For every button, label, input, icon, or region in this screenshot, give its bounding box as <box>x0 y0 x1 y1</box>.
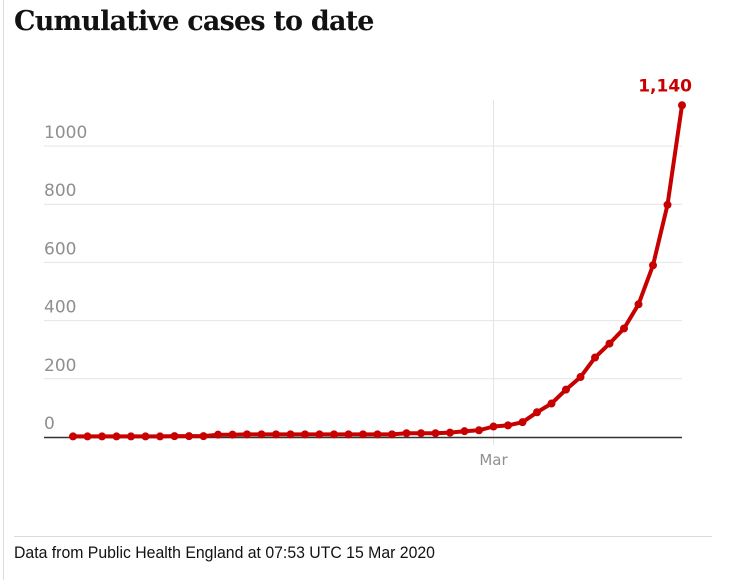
data-point <box>576 373 585 382</box>
x-axis-ticks: Mar <box>479 100 508 469</box>
data-point <box>373 430 382 439</box>
data-point <box>228 430 237 439</box>
data-point <box>344 430 353 439</box>
y-axis-ticks: 0 200 400 600 800 1000 <box>44 123 87 434</box>
series-line-cumulative-cases <box>71 103 684 439</box>
data-point <box>620 324 628 333</box>
data-point <box>475 426 483 435</box>
data-points <box>69 101 686 441</box>
y-tick-label: 1000 <box>44 123 87 143</box>
data-point <box>272 430 280 439</box>
data-point <box>69 432 77 441</box>
data-point <box>417 429 425 438</box>
x-tick-label: Mar <box>479 451 508 469</box>
data-point <box>591 353 599 362</box>
data-point <box>98 432 106 441</box>
data-point <box>547 399 556 408</box>
data-point <box>330 430 338 439</box>
chart-title: Cumulative cases to date <box>14 6 374 37</box>
data-point <box>634 300 643 309</box>
data-point <box>315 430 324 439</box>
data-point <box>112 432 121 441</box>
data-point <box>170 432 179 441</box>
last-value-label: 1,140 <box>638 76 692 96</box>
y-tick-label: 0 <box>44 414 55 434</box>
data-point <box>431 429 440 438</box>
data-point <box>489 422 498 431</box>
data-point <box>388 430 396 439</box>
y-tick-label: 400 <box>44 298 76 318</box>
gridlines <box>44 145 682 380</box>
data-point <box>649 261 657 270</box>
data-point <box>243 430 251 439</box>
data-point <box>214 430 222 439</box>
data-point <box>257 430 266 439</box>
data-point <box>678 101 686 110</box>
data-point <box>199 432 208 441</box>
data-point <box>460 427 469 436</box>
frame-border <box>3 0 4 580</box>
y-tick-label: 600 <box>44 239 76 259</box>
data-point <box>286 430 295 439</box>
source-note: Data from Public Health England at 07:53… <box>14 543 435 562</box>
y-tick-label: 800 <box>44 181 76 201</box>
data-point <box>83 432 92 441</box>
data-point <box>359 430 367 439</box>
data-point <box>156 432 164 441</box>
data-point <box>301 430 309 439</box>
y-tick-label: 200 <box>44 356 76 376</box>
data-point <box>663 200 672 209</box>
data-point <box>518 418 527 427</box>
data-point <box>533 408 541 417</box>
data-point <box>446 428 454 437</box>
data-point <box>605 339 614 348</box>
data-point <box>402 429 411 438</box>
data-point <box>141 432 150 441</box>
data-point <box>562 385 570 394</box>
footer-divider <box>14 536 712 537</box>
data-point <box>127 432 135 441</box>
data-point <box>504 421 512 430</box>
data-point <box>185 432 193 441</box>
